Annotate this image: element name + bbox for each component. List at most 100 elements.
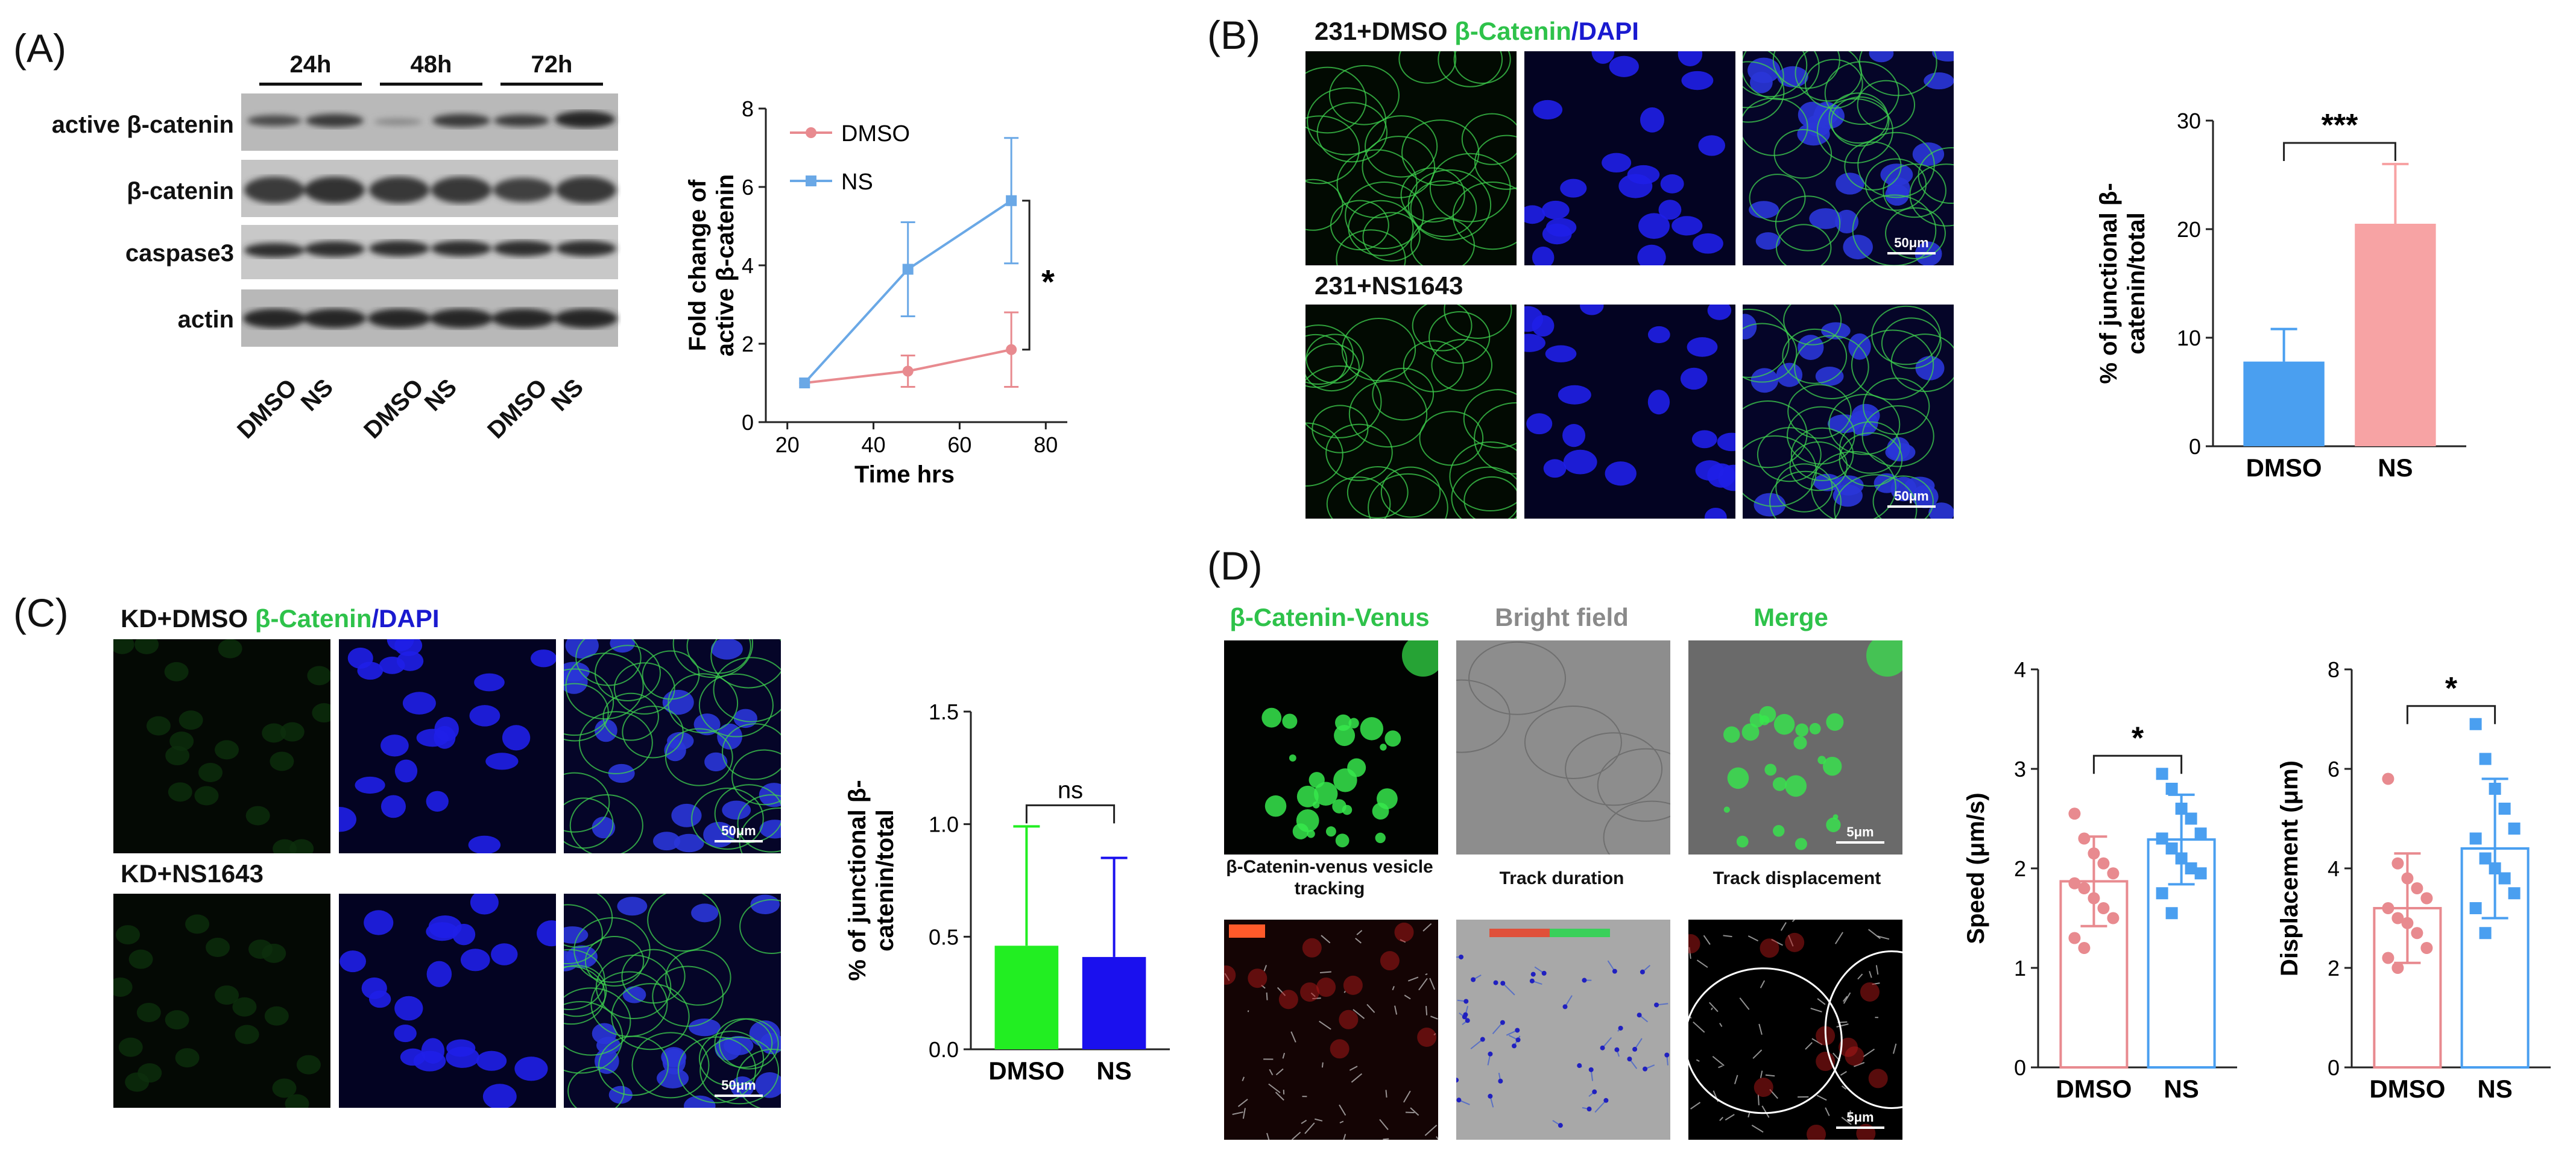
cell-membrane (698, 1031, 765, 1087)
nucleus (1545, 345, 1577, 362)
data-point (2420, 942, 2433, 954)
cell-membrane (564, 904, 603, 964)
cell-membrane (672, 639, 754, 678)
cell-membrane (565, 652, 644, 720)
data-point (2088, 847, 2100, 860)
nucleus (689, 1018, 721, 1037)
track-point (1530, 971, 1536, 977)
nucleus (1680, 367, 1708, 390)
vesicle (1736, 835, 1749, 848)
track (1343, 991, 1346, 993)
track (1339, 1120, 1344, 1123)
cell-membrane (1307, 87, 1387, 156)
track (1470, 1038, 1483, 1050)
data-point (2194, 867, 2207, 880)
dim-cell (116, 925, 140, 945)
cell-membrane (1453, 51, 1511, 84)
micro-b-dmso-dapi (1524, 51, 1735, 265)
vesicle (1261, 707, 1282, 728)
nucleus (469, 705, 500, 727)
blot-strip-caspase3 (241, 225, 618, 279)
cell-membrane (1348, 200, 1414, 256)
cell-membrane (1305, 115, 1360, 185)
nucleus (1562, 424, 1586, 447)
cell-membrane (1773, 129, 1833, 179)
nucleus (380, 735, 409, 757)
cell-membrane (691, 788, 764, 850)
cell-membrane (564, 987, 631, 1056)
nucleus (1672, 216, 1703, 236)
vesicle-signal (1688, 934, 1700, 954)
nucleus (476, 1050, 507, 1071)
nucleus (661, 1047, 687, 1067)
cell-membrane (713, 657, 781, 722)
vesicle-signal (1839, 1037, 1858, 1057)
y-tick-label: 10 (2177, 326, 2201, 350)
track (1734, 1075, 1738, 1084)
dim-cell (178, 710, 203, 730)
cell-membrane (698, 673, 774, 738)
panel-b-row2-label: 231+NS1643 (1315, 271, 1463, 300)
data-point (2107, 912, 2120, 924)
nucleus (1704, 507, 1727, 519)
cell-membrane (1341, 318, 1416, 382)
cell-membrane (722, 723, 781, 780)
nucleus (664, 739, 686, 762)
dim-cell (248, 939, 273, 959)
track (1739, 997, 1750, 1010)
data-point (2068, 807, 2081, 820)
cell-membrane (1451, 466, 1517, 519)
dim-cell (312, 703, 330, 723)
vesicle (1793, 736, 1807, 750)
vesicle (1296, 785, 1319, 807)
track (1304, 1122, 1315, 1134)
track (1407, 976, 1419, 982)
track-point (1632, 1046, 1638, 1052)
micro-c-ns-merge: 50μm (564, 894, 781, 1108)
nucleus (733, 709, 757, 728)
cell-membrane (1839, 432, 1903, 487)
nucleus (1747, 57, 1781, 83)
vesicle (1313, 782, 1338, 806)
vesicle-signal (1316, 978, 1336, 997)
track (1424, 1124, 1438, 1136)
cell-membrane (1398, 51, 1457, 84)
track (1836, 1023, 1849, 1028)
nucleus (1658, 200, 1682, 220)
bar-chart-junctional-c: 0.0 0.5 1.0 1.5 % of junctional β-catenin/to… (844, 700, 1170, 1085)
data-point (2420, 892, 2433, 905)
blot-row-label: active β-catenin (51, 112, 234, 138)
cell-membrane (1783, 305, 1842, 346)
track (1366, 1003, 1375, 1013)
track (1703, 935, 1711, 945)
track (1392, 986, 1395, 991)
nucleus (514, 1057, 548, 1081)
panel-label-d: (D) (1207, 543, 1263, 588)
nucleus (1707, 305, 1732, 320)
significance-bracket (1025, 804, 1116, 824)
nucleus (1776, 362, 1803, 387)
y-tick-label: 0 (2189, 434, 2201, 459)
track (1696, 1059, 1700, 1062)
micro-d-track-duration (1456, 920, 1670, 1140)
track (1696, 959, 1708, 968)
track-point (1512, 1043, 1517, 1049)
track (1242, 1108, 1246, 1119)
nucleus (1743, 314, 1757, 340)
vesicle (1360, 717, 1384, 741)
data-point (2401, 917, 2414, 929)
data-point (2382, 772, 2394, 785)
y-tick-label: 4 (2014, 657, 2026, 682)
nucleus (1821, 322, 1851, 340)
blot-strips (241, 93, 618, 347)
cell-membrane (1372, 367, 1435, 421)
dim-cell (169, 731, 194, 751)
data-point (2156, 768, 2168, 780)
data-point (902, 365, 914, 377)
cell-membrane (1743, 51, 1820, 101)
nucleus (468, 835, 501, 853)
dim-cell (185, 914, 210, 934)
cell-membrane (1857, 80, 1916, 130)
track (1422, 923, 1432, 932)
track (1383, 1138, 1389, 1140)
